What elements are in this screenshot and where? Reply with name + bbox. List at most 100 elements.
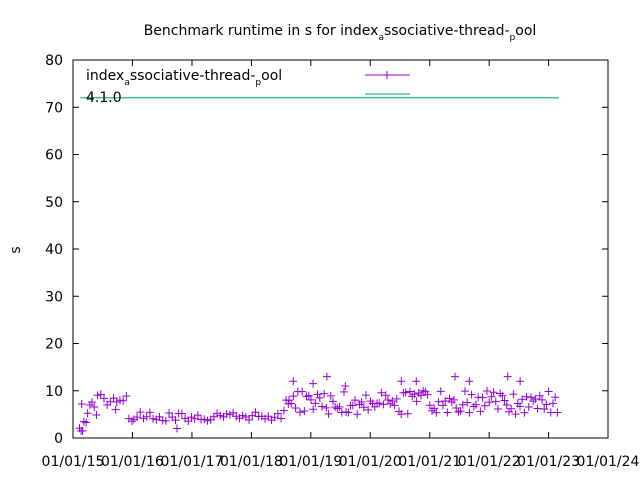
- data-point: [273, 409, 282, 418]
- data-point: [311, 399, 320, 408]
- data-point: [509, 390, 518, 399]
- data-point: [238, 411, 247, 420]
- data-point: [119, 396, 128, 405]
- data-point: [397, 377, 406, 386]
- data-point: [173, 424, 182, 433]
- data-point: [309, 405, 318, 414]
- data-point: [491, 397, 500, 406]
- data-point: [245, 415, 254, 424]
- data-point: [392, 394, 401, 403]
- data-point: [451, 372, 460, 381]
- data-point: [503, 372, 512, 381]
- data-point: [171, 416, 180, 425]
- text-part: ssociative-thread-: [130, 68, 256, 84]
- data-point: [381, 391, 390, 400]
- y-axis-label: s: [8, 246, 24, 253]
- data-point: [333, 404, 342, 413]
- data-point: [419, 386, 428, 395]
- data-point: [302, 392, 311, 401]
- data-point: [225, 410, 234, 419]
- data-point: [476, 407, 485, 416]
- data-point: [149, 414, 158, 423]
- data-point: [533, 404, 542, 413]
- data-point: [88, 398, 97, 407]
- data-point: [390, 401, 399, 410]
- data-point: [359, 403, 368, 412]
- data-point: [322, 403, 331, 412]
- data-point: [190, 414, 199, 423]
- data-point: [350, 396, 359, 405]
- data-point: [279, 406, 288, 415]
- data-point: [339, 387, 348, 396]
- data-point: [328, 397, 337, 406]
- data-point: [432, 408, 441, 417]
- text-part: index: [86, 68, 124, 84]
- data-point: [480, 401, 489, 410]
- data-point: [111, 405, 120, 414]
- data-point: [289, 377, 298, 386]
- data-point: [502, 400, 511, 409]
- data-point: [298, 387, 307, 396]
- data-point: [133, 413, 142, 422]
- data-point: [277, 414, 286, 423]
- data-point: [449, 395, 458, 404]
- data-point: [493, 405, 502, 414]
- data-point: [452, 404, 461, 413]
- data-point: [96, 390, 105, 399]
- data-point: [82, 418, 91, 427]
- data-point: [357, 398, 366, 407]
- data-point: [383, 395, 392, 404]
- data-point: [410, 390, 419, 399]
- data-point: [544, 387, 553, 396]
- x-tick-label: 01/01/18: [220, 454, 283, 470]
- plot-border: [72, 59, 609, 439]
- x-tick-label: 01/01/24: [577, 454, 640, 470]
- data-point: [248, 411, 257, 420]
- data-point: [344, 408, 353, 417]
- data-point: [83, 409, 92, 418]
- subscript-text: a: [378, 33, 384, 43]
- data-point: [465, 377, 474, 386]
- data-point: [434, 397, 443, 406]
- data-point: [353, 410, 362, 419]
- data-point: [139, 414, 148, 423]
- data-point: [324, 409, 333, 418]
- data-point: [92, 410, 101, 419]
- data-point: [515, 402, 524, 411]
- data-point: [90, 402, 99, 411]
- x-tick-label: 01/01/19: [279, 454, 342, 470]
- subscript-text: p: [255, 78, 261, 88]
- data-point: [377, 388, 386, 397]
- data-point: [520, 408, 529, 417]
- data-point: [443, 408, 452, 417]
- data-point: [465, 408, 474, 417]
- x-tick-label: 01/01/20: [339, 454, 402, 470]
- data-point: [216, 411, 225, 420]
- data-point: [99, 394, 108, 403]
- data-point: [342, 408, 351, 417]
- data-point: [320, 389, 329, 398]
- data-point: [430, 404, 439, 413]
- data-point: [416, 391, 425, 400]
- data-point: [155, 412, 164, 421]
- data-point: [487, 392, 496, 401]
- y-tick-label: 10: [45, 384, 63, 400]
- chart-title: Benchmark runtime in s for indexassociat…: [144, 23, 537, 43]
- data-point: [209, 412, 218, 421]
- y-tick-label: 0: [54, 431, 63, 447]
- data-point: [524, 402, 533, 411]
- x-tick-label: 01/01/17: [161, 454, 224, 470]
- data-point: [454, 408, 463, 417]
- data-point: [482, 387, 491, 396]
- data-point: [399, 388, 408, 397]
- data-point: [304, 391, 313, 400]
- data-point: [335, 402, 344, 411]
- y-tick-label: 30: [45, 289, 63, 305]
- data-point: [122, 392, 131, 401]
- x-tick-label: 01/01/16: [101, 454, 164, 470]
- data-point: [403, 409, 412, 418]
- data-point: [322, 372, 331, 381]
- subscript-text: p: [510, 33, 516, 43]
- data-point: [526, 393, 535, 402]
- data-point: [467, 390, 476, 399]
